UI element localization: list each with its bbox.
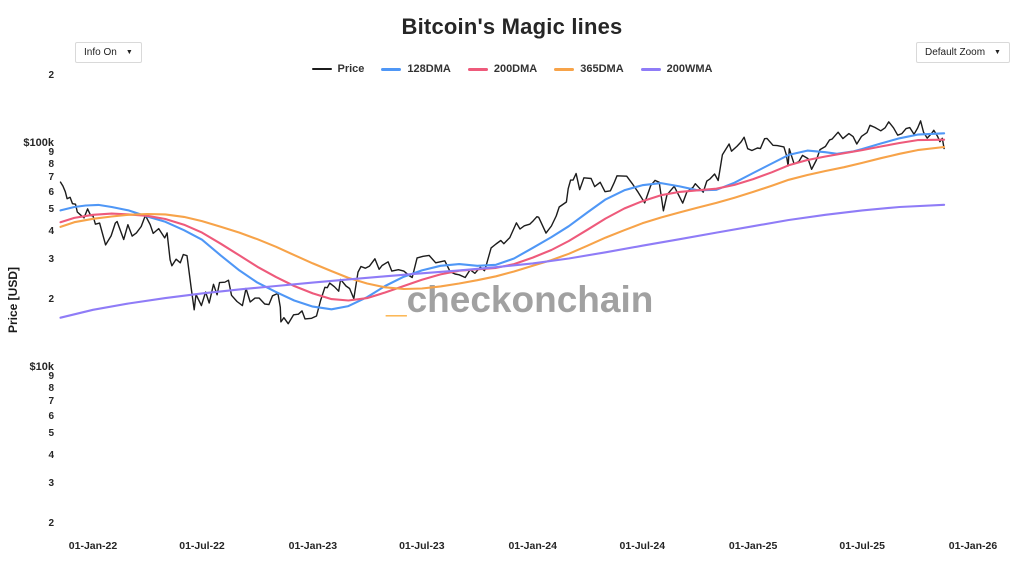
series-line-365dma: [59, 145, 946, 291]
series-line-128dma: [59, 132, 946, 311]
y-tick-100k: $100k: [23, 137, 54, 149]
series-line-price: [59, 120, 945, 325]
legend-label-200dma: 200DMA: [493, 63, 538, 75]
y-tick-7: 7: [48, 171, 54, 183]
legend-item-200wma[interactable]: 200WMA: [640, 63, 713, 75]
legend-label-200wma: 200WMA: [666, 63, 713, 75]
y-tick-3: 3: [48, 478, 54, 490]
y-tick-6: 6: [48, 186, 54, 198]
series-line-200dma: [59, 138, 946, 302]
x-tick-01-jan-23: 01-Jan-23: [288, 540, 338, 552]
y-tick-10k: $10k: [29, 361, 54, 373]
legend-item-price[interactable]: Price: [311, 63, 365, 75]
y-tick-9: 9: [48, 147, 54, 159]
series-line-200wma: [59, 203, 946, 319]
x-tick-01-jan-22: 01-Jan-22: [68, 540, 118, 552]
legend-swatch-365dma: [554, 67, 575, 71]
y-tick-2: 2: [48, 517, 54, 529]
zoom-preset-label: Default Zoom: [925, 47, 986, 58]
legend-label-128dma: 128DMA: [407, 63, 451, 75]
y-tick-4: 4: [48, 450, 54, 462]
info-toggle-dropdown[interactable]: Info On ▼: [75, 42, 142, 63]
x-tick-01-jan-26: 01-Jan-26: [948, 540, 998, 552]
legend-swatch-price: [311, 68, 332, 70]
y-tick-5: 5: [48, 204, 54, 216]
y-tick-4: 4: [48, 226, 54, 238]
y-axis-tick-labels: 2 $100k 9 8 7 6 5 4 3 2 $10k 9 8 7 6 5 4 3 2: [0, 0, 54, 580]
legend-item-128dma[interactable]: 128DMA: [381, 63, 451, 75]
legend-swatch-200dma: [467, 67, 488, 71]
y-tick-3: 3: [48, 254, 54, 266]
x-tick-01-jul-23: 01-Jul-23: [399, 540, 445, 552]
y-tick-5: 5: [48, 428, 54, 440]
x-tick-01-jan-25: 01-Jan-25: [728, 540, 778, 552]
x-tick-01-jul-25: 01-Jul-25: [839, 540, 885, 552]
x-tick-01-jul-22: 01-Jul-22: [179, 540, 225, 552]
y-tick-8: 8: [48, 382, 54, 394]
chart-legend: Price 128DMA 200DMA 365DMA 200WMA: [0, 63, 1024, 75]
legend-swatch-128dma: [381, 67, 402, 71]
legend-swatch-200wma: [640, 67, 661, 71]
y-tick-2: 2: [48, 69, 54, 81]
y-tick-8: 8: [48, 158, 54, 170]
legend-item-200dma[interactable]: 200DMA: [467, 63, 538, 75]
y-tick-2: 2: [48, 293, 54, 305]
y-tick-9: 9: [48, 371, 54, 383]
info-toggle-label: Info On: [84, 47, 117, 58]
zoom-preset-dropdown[interactable]: Default Zoom ▼: [916, 42, 1010, 63]
legend-item-365dma[interactable]: 365DMA: [554, 63, 624, 75]
page-title: Bitcoin's Magic lines: [401, 14, 623, 39]
chevron-down-icon: ▼: [125, 49, 133, 56]
checkonchain-watermark: _checkonchain: [386, 279, 653, 321]
legend-label-price: Price: [337, 63, 365, 75]
chevron-down-icon: ▼: [994, 49, 1001, 56]
legend-label-365dma: 365DMA: [580, 63, 624, 75]
x-tick-01-jan-24: 01-Jan-24: [508, 540, 557, 552]
x-tick-01-jul-24: 01-Jul-24: [619, 540, 666, 552]
y-tick-6: 6: [48, 410, 54, 422]
y-tick-7: 7: [48, 395, 54, 407]
